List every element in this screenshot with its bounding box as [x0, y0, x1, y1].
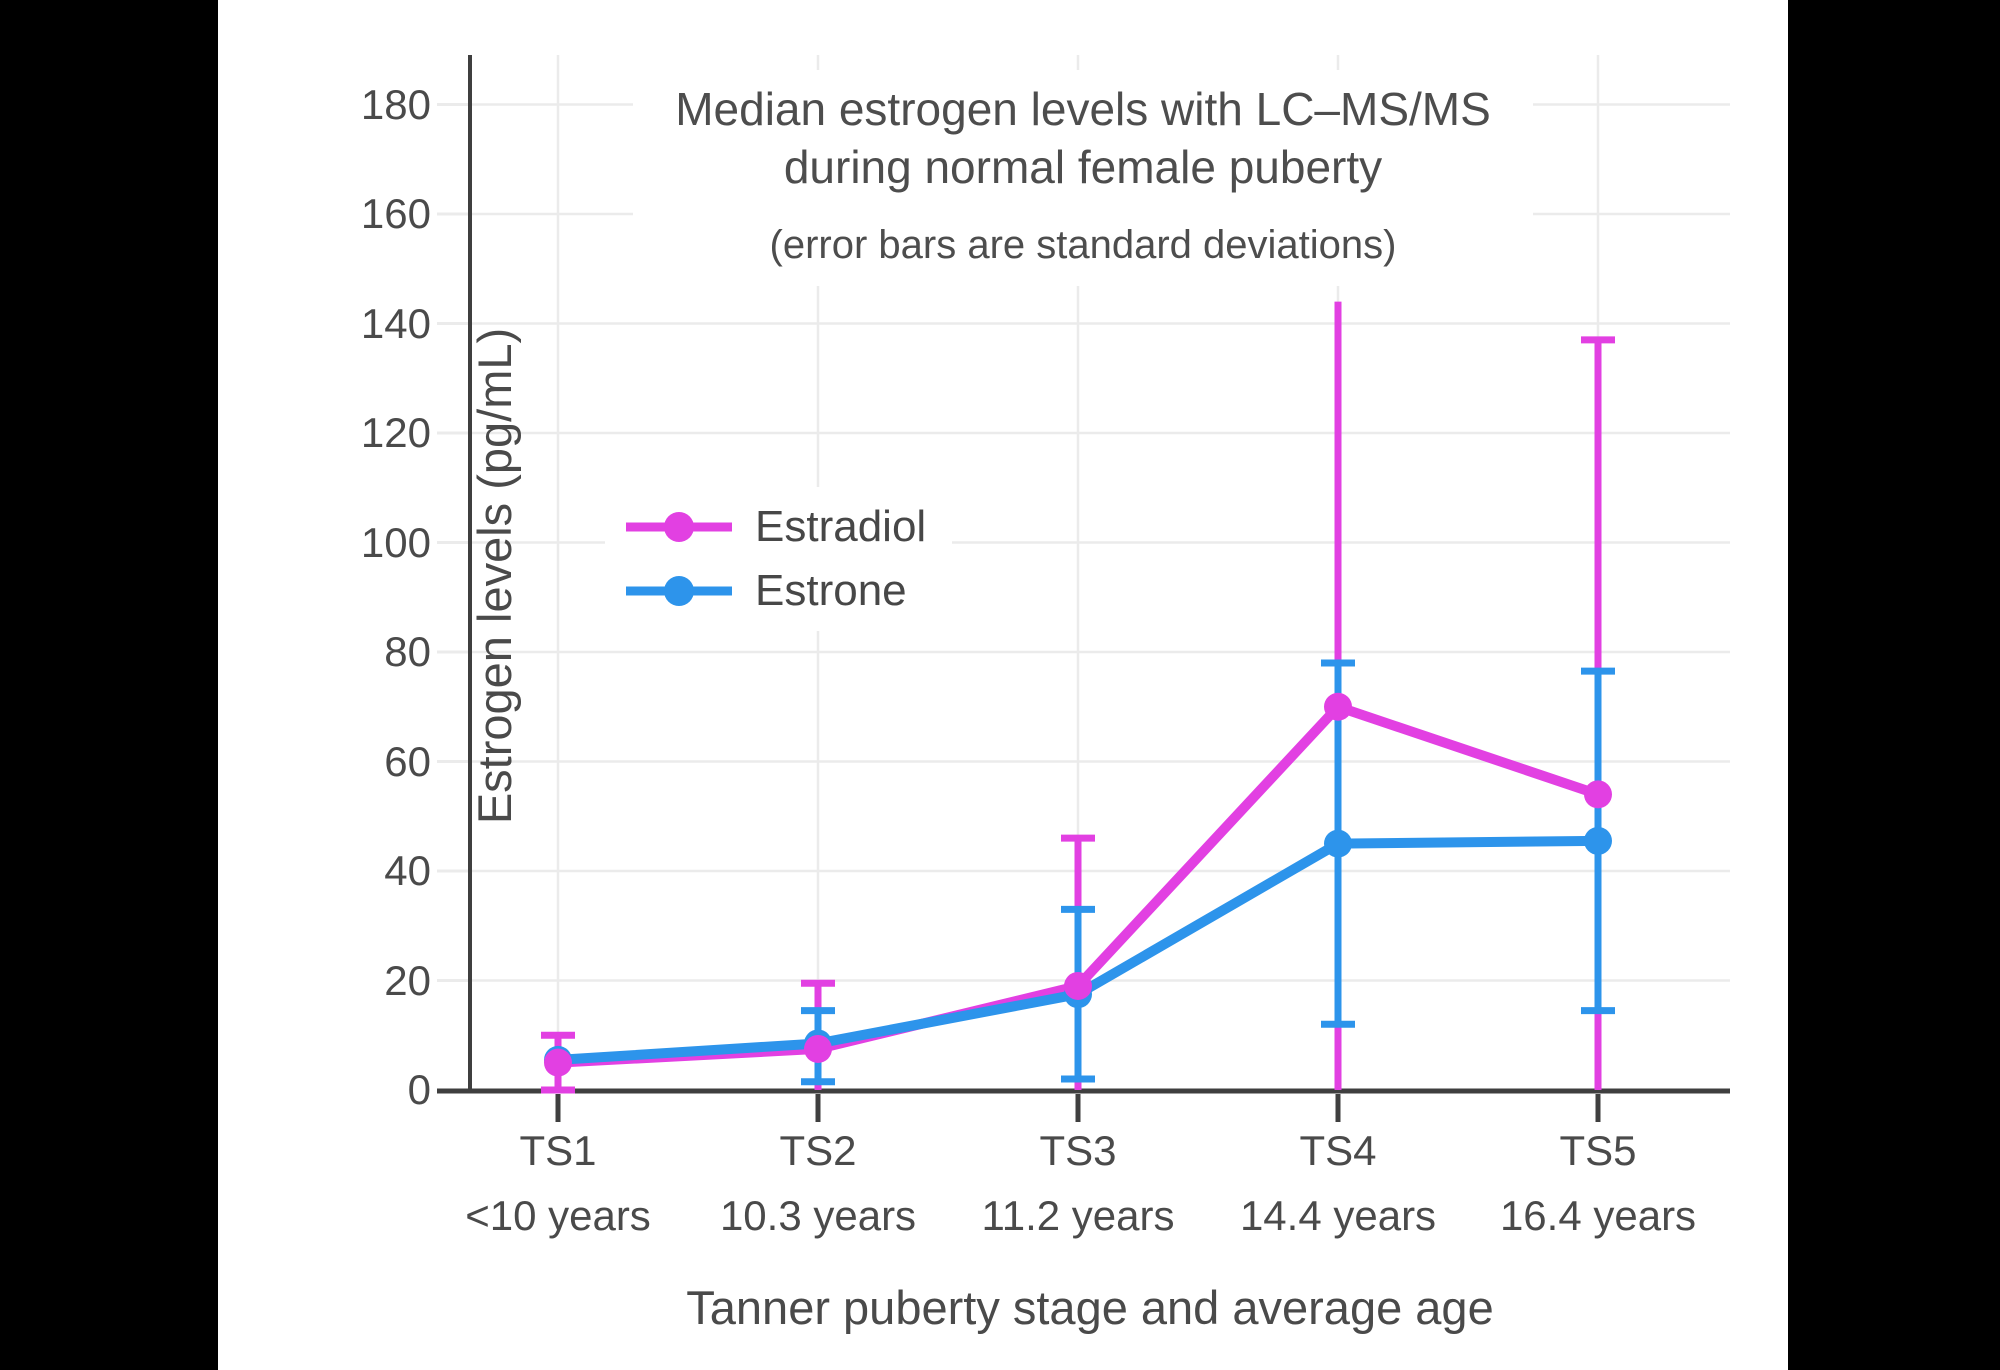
legend-item-estrone: Estrone: [623, 559, 926, 623]
x-tick-stage-label: TS5: [1559, 1127, 1637, 1174]
marker-estradiol: [1584, 780, 1612, 809]
y-tick-label: 60: [384, 737, 431, 785]
y-tick-label: 140: [360, 299, 431, 347]
y-tick-label: 120: [360, 409, 431, 456]
marker-estradiol: [1064, 971, 1092, 1000]
chart-title-line1: Median estrogen levels with LC–MS/MS: [675, 83, 1491, 135]
y-tick-label: 0: [407, 1066, 431, 1113]
marker-estrone: [1324, 829, 1352, 858]
chart-canvas: Median estrogen levels with LC–MS/MS dur…: [218, 0, 1788, 1370]
chart-subtitle: (error bars are standard deviations): [769, 223, 1397, 267]
x-tick-age-label: 10.3 years: [719, 1192, 917, 1239]
chart-title-line2: during normal female puberty: [783, 141, 1383, 193]
x-tick-stage-label: TS3: [1039, 1127, 1117, 1174]
marker-estradiol: [804, 1034, 832, 1063]
x-tick-stage-label: TS2: [779, 1127, 857, 1174]
y-tick-label: 160: [360, 190, 431, 237]
marker-estradiol: [1324, 692, 1352, 721]
marker-estradiol: [544, 1048, 572, 1077]
y-axis-title: Estrogen levels (pg/mL): [468, 327, 521, 825]
y-tick-label: 100: [360, 518, 431, 566]
x-axis-title: Tanner puberty stage and average age: [686, 1281, 1494, 1334]
x-tick-age-label: 11.2 years: [981, 1192, 1175, 1239]
chart-title-block: Median estrogen levels with LC–MS/MS dur…: [633, 70, 1533, 286]
legend-swatch-estradiol-icon: [626, 512, 732, 542]
x-tick-age-label: 16.4 years: [1499, 1192, 1697, 1239]
legend-label-estrone: Estrone: [755, 566, 907, 615]
legend: Estradiol Estrone: [605, 487, 953, 631]
y-tick-label: 180: [360, 80, 431, 128]
x-tick-age-label: <10 years: [465, 1192, 651, 1239]
y-tick-label: 20: [384, 956, 431, 1004]
x-tick-stage-label: TS1: [519, 1127, 597, 1174]
legend-label-estradiol: Estradiol: [755, 502, 927, 551]
y-tick-label: 80: [384, 628, 431, 675]
legend-swatch-estrone-icon: [626, 576, 732, 606]
legend-item-estradiol: Estradiol: [623, 495, 926, 559]
marker-estrone: [1584, 826, 1612, 855]
y-tick-label: 40: [384, 847, 431, 894]
x-tick-stage-label: TS4: [1299, 1127, 1377, 1174]
x-tick-age-label: 14.4 years: [1239, 1192, 1437, 1239]
